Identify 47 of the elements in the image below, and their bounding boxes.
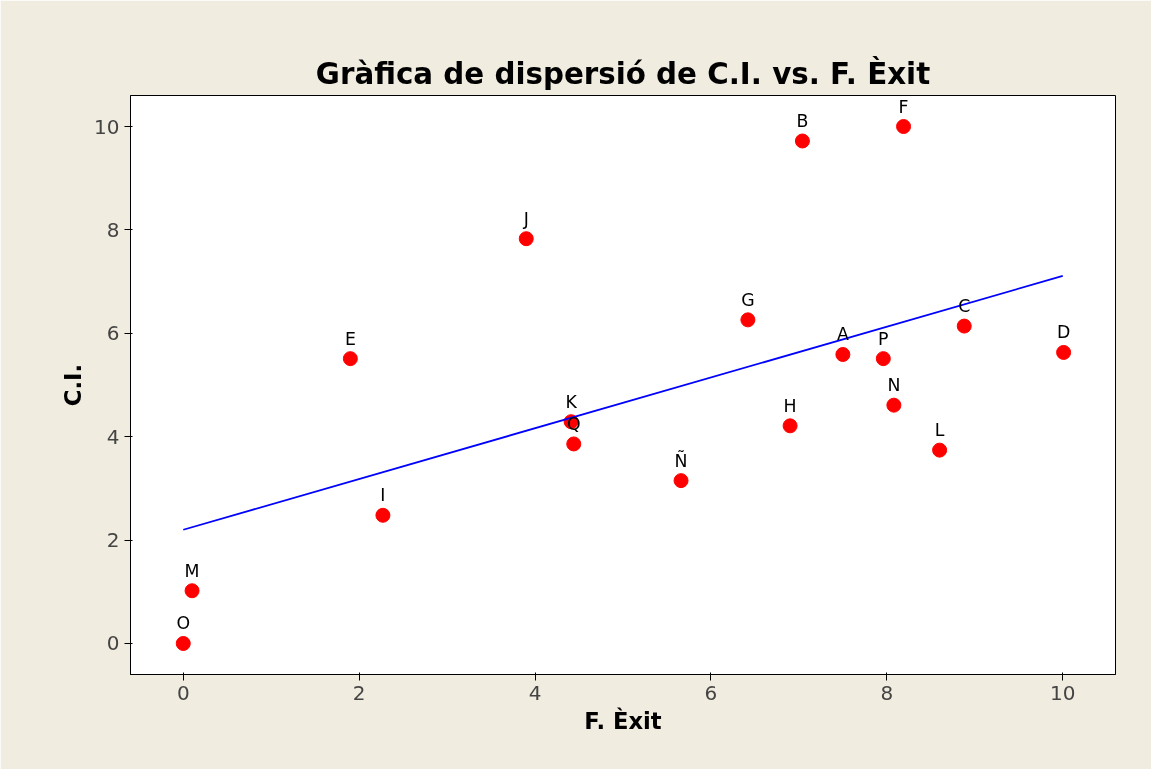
x-tick-label: 8 bbox=[880, 680, 894, 705]
point bbox=[896, 119, 912, 134]
point bbox=[566, 436, 582, 452]
annotation: J bbox=[522, 208, 529, 229]
chart-title: Gràfica de dispersió de C.I. vs. F. Èxit bbox=[315, 55, 931, 91]
point bbox=[782, 418, 798, 434]
annotation: E bbox=[344, 328, 356, 349]
annotation: Ñ bbox=[674, 449, 688, 471]
annotation: M bbox=[184, 560, 200, 581]
point bbox=[835, 347, 851, 362]
x-tick-label: 6 bbox=[704, 680, 718, 705]
annotation: F bbox=[898, 96, 909, 117]
point bbox=[1056, 344, 1072, 360]
y-axis-title: C.I. bbox=[60, 363, 87, 407]
annotation: L bbox=[934, 420, 945, 441]
point bbox=[673, 473, 689, 489]
x-tick-label: 4 bbox=[528, 680, 542, 705]
point bbox=[875, 351, 891, 367]
point bbox=[184, 583, 200, 599]
y-tick-label: 2 bbox=[106, 528, 120, 553]
y-tick-label: 8 bbox=[106, 217, 120, 242]
annotation: H bbox=[783, 395, 797, 416]
x-tick-label: 2 bbox=[352, 680, 366, 705]
annotation: N bbox=[887, 375, 901, 396]
annotation: B bbox=[796, 110, 809, 131]
y-tick-label: 0 bbox=[106, 631, 120, 656]
y-tick-label: 6 bbox=[106, 321, 120, 346]
x-tick-label: 10 bbox=[1050, 680, 1076, 705]
point bbox=[886, 397, 902, 413]
point bbox=[932, 442, 948, 458]
point bbox=[375, 507, 391, 523]
point bbox=[342, 351, 358, 367]
point bbox=[518, 231, 534, 247]
x-axis-title: F. Èxit bbox=[584, 706, 662, 734]
annotation: G bbox=[741, 289, 755, 310]
point bbox=[794, 133, 810, 149]
annotation: K bbox=[565, 391, 578, 412]
annotation: O bbox=[176, 613, 191, 634]
x-tick-label: 0 bbox=[176, 680, 190, 705]
annotation: P bbox=[878, 328, 889, 349]
annotation: D bbox=[1056, 322, 1071, 343]
point bbox=[740, 312, 756, 328]
point bbox=[956, 318, 972, 334]
point bbox=[175, 636, 191, 651]
y-tick-label: 10 bbox=[94, 114, 120, 139]
y-tick-label: 4 bbox=[106, 424, 120, 449]
annotation: I bbox=[380, 485, 386, 506]
